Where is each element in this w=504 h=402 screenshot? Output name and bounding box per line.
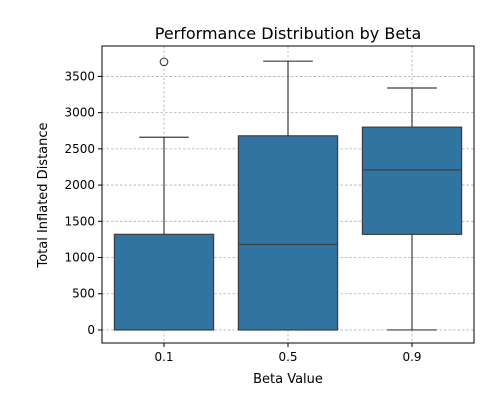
y-tick-label: 1500 bbox=[64, 214, 95, 228]
x-tick-label: 0.9 bbox=[402, 350, 421, 364]
iqr-box bbox=[361, 126, 463, 235]
y-axis-label: Total Inflated Distance bbox=[36, 122, 51, 268]
x-axis-label: Beta Value bbox=[253, 372, 323, 387]
x-tick-label: 0.1 bbox=[154, 350, 173, 364]
y-tick-label: 1000 bbox=[64, 251, 95, 265]
iqr-box bbox=[113, 233, 215, 331]
y-tick-label: 500 bbox=[72, 287, 95, 301]
y-tick-label: 3000 bbox=[64, 106, 95, 120]
box-layer bbox=[113, 57, 463, 331]
iqr-box bbox=[237, 135, 339, 331]
chart-title: Performance Distribution by Beta bbox=[155, 24, 422, 43]
y-tick-label: 2500 bbox=[64, 142, 95, 156]
box-0.5 bbox=[237, 60, 339, 331]
x-tick-label: 0.5 bbox=[278, 350, 297, 364]
box-0.9 bbox=[361, 87, 463, 331]
box-0.1 bbox=[113, 57, 215, 331]
outlier-point bbox=[159, 57, 169, 67]
y-tick-label: 2000 bbox=[64, 178, 95, 192]
y-tick-label: 3500 bbox=[64, 69, 95, 83]
tick-layer: 0 500 1000 1500 2000 2500 3000 3500 0.1 0.5 0.9 bbox=[64, 69, 421, 364]
y-tick-label: 0 bbox=[87, 323, 95, 337]
